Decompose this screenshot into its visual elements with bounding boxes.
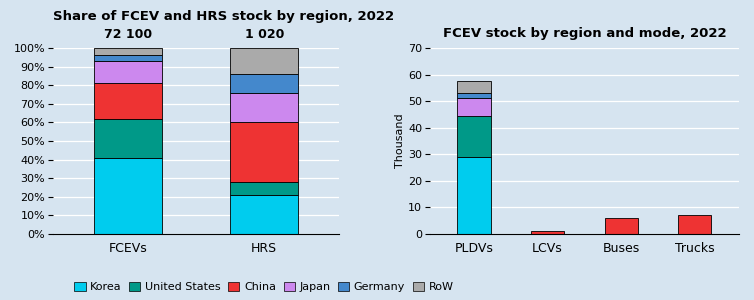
Bar — [230, 74, 299, 93]
Bar — [93, 158, 162, 234]
Bar — [93, 119, 162, 158]
Bar — [458, 157, 491, 234]
Bar — [230, 122, 299, 182]
Legend: Korea, United States, China, Japan, Germany, RoW: Korea, United States, China, Japan, Germ… — [72, 280, 455, 294]
Y-axis label: Thousand: Thousand — [395, 114, 405, 168]
Bar — [458, 98, 491, 116]
Bar — [230, 195, 299, 234]
Bar — [458, 81, 491, 93]
Bar — [230, 93, 299, 122]
Bar — [93, 61, 162, 83]
Title: FCEV stock by region and mode, 2022: FCEV stock by region and mode, 2022 — [443, 27, 726, 40]
Text: Share of FCEV and HRS stock by region, 2022: Share of FCEV and HRS stock by region, 2… — [53, 10, 394, 23]
Bar — [93, 83, 162, 119]
Text: 72 100: 72 100 — [104, 28, 152, 40]
Bar — [230, 182, 299, 195]
Text: 1 020: 1 020 — [244, 28, 284, 40]
Bar — [605, 218, 638, 234]
Bar — [93, 48, 162, 56]
Bar — [458, 93, 491, 98]
Bar — [230, 48, 299, 74]
Bar — [678, 215, 711, 234]
Bar — [93, 56, 162, 61]
Bar — [458, 116, 491, 157]
Bar — [531, 231, 564, 234]
